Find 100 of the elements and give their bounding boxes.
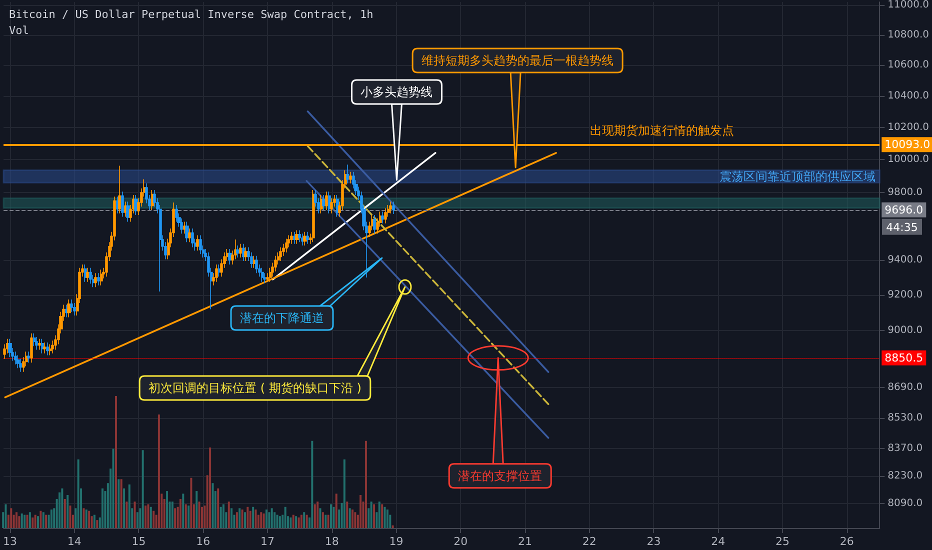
candlestick (97, 272, 100, 286)
candlestick (8, 338, 12, 358)
candlestick (89, 268, 92, 284)
bar (246, 506, 249, 528)
x-tick-label: 21 (518, 535, 532, 548)
bar (61, 488, 64, 528)
candlestick (35, 336, 38, 350)
candlestick (325, 191, 328, 210)
bar (290, 517, 292, 528)
bar (348, 508, 351, 528)
y-tick-label: 11000.0 (888, 0, 930, 10)
bar (10, 508, 12, 528)
bar (238, 508, 241, 528)
x-tick-label: 13 (2, 535, 17, 548)
annotation: 小多头趋势线 (360, 84, 433, 99)
bar (378, 502, 380, 528)
text: Bitcoin / US Dollar Perpetual Inverse Swap Contract, 1h (9, 8, 374, 21)
candlestick (188, 228, 191, 243)
bar (4, 504, 7, 528)
candlestick (215, 264, 218, 282)
candlestick (312, 190, 315, 243)
bar (230, 508, 233, 528)
candlestick (126, 201, 130, 222)
candlestick (303, 231, 307, 246)
bar (45, 514, 48, 528)
bar (303, 512, 306, 528)
bar (314, 504, 316, 528)
candlestick (301, 233, 304, 246)
candlestick (43, 342, 46, 354)
bar (166, 491, 168, 528)
bar (85, 510, 88, 528)
candlestick (381, 211, 384, 224)
x-tick-label: 14 (67, 535, 82, 548)
candlestick (180, 218, 183, 234)
candlestick (255, 255, 258, 274)
bar (212, 483, 214, 528)
bar (66, 495, 69, 528)
bar (174, 508, 176, 528)
candlestick (124, 201, 127, 218)
bar (126, 502, 128, 528)
candlestick (118, 165, 121, 214)
bar (40, 510, 42, 528)
bar (114, 396, 117, 528)
bar (134, 502, 136, 528)
bar (284, 506, 286, 528)
bar (373, 504, 376, 528)
y-tick-label: 8530.0 (888, 412, 923, 424)
candlestick (185, 221, 189, 243)
y-tick-label: 9200.0 (888, 290, 923, 301)
text: 44:35 (886, 220, 918, 234)
candlestick (27, 351, 30, 363)
annotation: 潜在的支撑位置 (458, 468, 542, 483)
candlestick (84, 264, 87, 282)
bar (69, 506, 72, 528)
bar (220, 506, 222, 528)
y-tick-label: 10600.0 (888, 60, 930, 71)
bar (118, 479, 120, 528)
bar (128, 484, 130, 528)
candlestick (19, 358, 22, 372)
candlestick (65, 304, 68, 318)
y-tick-label: 9400.0 (888, 254, 923, 266)
x-tick-label: 17 (260, 535, 274, 548)
candlestick (121, 191, 124, 218)
candlestick (151, 190, 154, 210)
bar (241, 510, 244, 528)
candlestick (293, 231, 296, 244)
bar (364, 440, 367, 528)
bar (182, 494, 184, 528)
bar (112, 448, 114, 528)
bar (120, 479, 122, 528)
candlestick (320, 194, 323, 214)
bar (88, 510, 90, 528)
x-tick-label: 23 (646, 535, 661, 548)
bar (20, 513, 23, 528)
bar (332, 506, 335, 528)
candlestick (306, 231, 309, 244)
candlestick (73, 302, 76, 316)
bar (142, 450, 144, 528)
candlestick (16, 354, 20, 369)
x-tick-label: 18 (324, 535, 339, 548)
candlestick (261, 268, 264, 282)
bar (123, 488, 126, 528)
y-tick-label: 8230.0 (888, 470, 923, 482)
candlestick (242, 243, 245, 262)
x-tick-label: 22 (582, 535, 596, 548)
x-tick-label: 16 (196, 535, 210, 548)
bar (249, 510, 252, 528)
bar (300, 514, 302, 528)
bar (180, 498, 182, 528)
bar (152, 510, 155, 528)
bar (26, 514, 28, 528)
candlestick (94, 272, 97, 288)
bar (24, 514, 26, 528)
bar (270, 508, 273, 528)
x-tick-label: 25 (775, 535, 790, 548)
bar (252, 506, 254, 528)
bar (276, 514, 278, 528)
candlestick (239, 243, 242, 258)
bar (306, 514, 308, 528)
bar (42, 512, 44, 528)
